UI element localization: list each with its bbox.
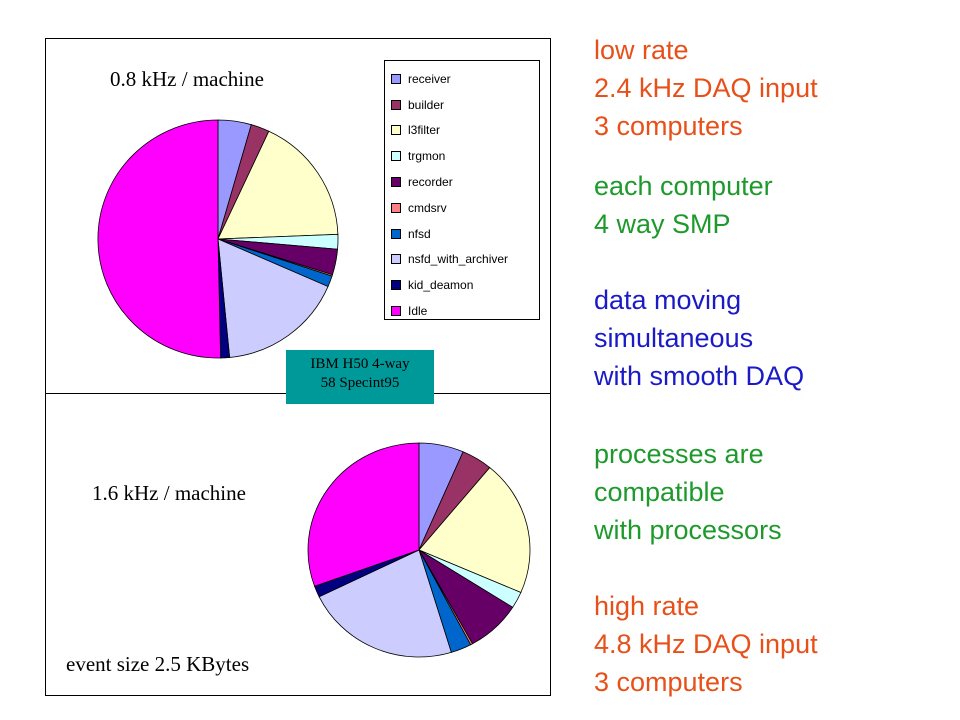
- note-each-computer: each computer: [594, 171, 773, 201]
- pie-slice-l3filter: [217, 130, 339, 240]
- legend-swatch: [391, 280, 401, 291]
- legend-label: nfsd: [408, 226, 431, 241]
- note-smooth-daq: with smooth DAQ: [594, 361, 805, 391]
- note-smp: 4 way SMP: [594, 209, 731, 239]
- note-high-rate: high rate: [594, 591, 700, 621]
- legend-label: nsfd_with_archiver: [408, 252, 509, 267]
- machine-model-text: IBM H50 4-way: [310, 356, 410, 372]
- legend-swatch: [391, 99, 401, 110]
- legend-item: recorder: [385, 169, 539, 195]
- legend-label: Idle: [408, 304, 428, 319]
- legend-swatch: [391, 254, 401, 265]
- legend-label: receiver: [408, 71, 451, 86]
- top-chart-title: 0.8 kHz / machine: [110, 67, 264, 91]
- note-processes: processes are: [594, 439, 764, 469]
- pie-slice-idle: [97, 119, 222, 359]
- note-high-rate-computers: 3 computers: [594, 667, 743, 697]
- bottom-chart-title: 1.6 kHz / machine: [92, 481, 246, 505]
- legend-item: trgmon: [385, 143, 539, 169]
- note-low-rate: low rate: [594, 35, 689, 65]
- legend-item: nsfd_with_archiver: [385, 247, 539, 273]
- note-compatible: compatible: [594, 477, 725, 507]
- note-low-rate-computers: 3 computers: [594, 111, 743, 141]
- pie-slice-nsfd-with-archiver: [318, 549, 452, 658]
- legend-item: cmdsrv: [385, 195, 539, 221]
- top-pie-chart: [97, 119, 339, 359]
- bottom-pie-chart: [307, 442, 531, 658]
- legend-item: kid_deamon: [385, 272, 539, 298]
- note-data-moving: data moving: [594, 285, 742, 315]
- pie-slice-idle: [307, 442, 420, 587]
- legend-label: trgmon: [408, 149, 446, 164]
- note-high-rate-input: 4.8 kHz DAQ input: [594, 629, 818, 659]
- legend-swatch: [391, 306, 401, 317]
- machine-info-box: IBM H50 4-way 58 Specint95: [286, 350, 434, 404]
- note-simultaneous: simultaneous: [594, 323, 754, 353]
- legend-swatch: [391, 151, 401, 162]
- legend-swatch: [391, 202, 401, 213]
- legend-item: l3filter: [385, 118, 539, 144]
- legend-swatch: [391, 177, 401, 188]
- legend-swatch: [391, 73, 401, 84]
- legend-item: builder: [385, 92, 539, 118]
- legend-label: l3filter: [408, 123, 441, 138]
- legend-label: builder: [408, 97, 445, 112]
- note-processors: with processors: [594, 515, 782, 545]
- legend-label: cmdsrv: [408, 200, 447, 215]
- legend-item: receiver: [385, 66, 539, 92]
- legend-swatch: [391, 125, 401, 136]
- chart-legend: receiver builder l3filter trgmon recorde…: [384, 60, 540, 320]
- event-size-label: event size 2.5 KBytes: [66, 652, 250, 676]
- legend-item: Idle: [385, 298, 539, 324]
- note-low-rate-input: 2.4 kHz DAQ input: [594, 73, 818, 103]
- machine-spec-text: 58 Specint95: [320, 375, 400, 391]
- pie-slice-nsfd-with-archiver: [217, 238, 329, 358]
- legend-label: kid_deamon: [408, 278, 474, 293]
- legend-item: nfsd: [385, 221, 539, 247]
- legend-label: recorder: [408, 175, 453, 190]
- legend-swatch: [391, 228, 401, 239]
